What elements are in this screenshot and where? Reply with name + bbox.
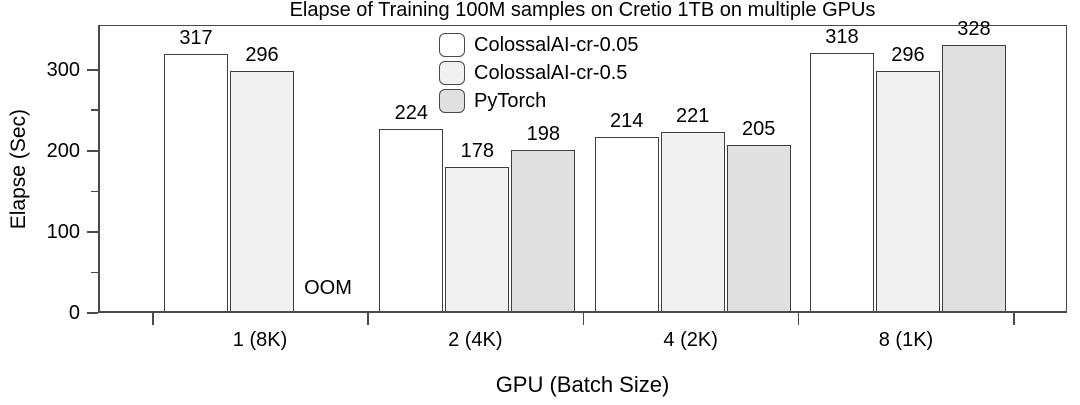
x-tick-label-2 (4K): 2 (4K): [448, 329, 503, 351]
legend-label: ColossalAI-cr-0.05: [474, 34, 639, 56]
y-tick-label: 100: [46, 220, 80, 243]
x-axis-tick: [1013, 313, 1015, 325]
y-axis-tick: [87, 312, 98, 314]
x-axis-tick: [797, 313, 800, 325]
legend-item: PyTorch: [439, 88, 639, 114]
bar-value-label: 178: [460, 139, 495, 162]
x-tick-label-4 (2K): 4 (2K): [663, 329, 718, 351]
y-axis-tick: [87, 230, 98, 233]
bar-value-label: 296: [891, 43, 925, 66]
legend-label: ColossalAI-cr-0.5: [474, 62, 628, 84]
x-axis-label: GPU (Batch Size): [495, 372, 670, 397]
bar-ColossalAI-cr-0.5-4 (2K): [660, 131, 725, 311]
bar-value-label: 296: [245, 43, 279, 66]
bar-value-label: 198: [526, 123, 561, 146]
y-axis-minor-tick: [91, 271, 98, 274]
legend-swatch-PyTorch: [439, 89, 465, 113]
bar-ColossalAI-cr-0.5-2 (4K): [445, 166, 510, 311]
missing-bar-label: OOM: [304, 277, 352, 299]
legend-item: ColossalAI-cr-0.5: [439, 60, 639, 86]
bar-value-label: 317: [179, 26, 213, 49]
legend-item: ColossalAI-cr-0.05: [439, 32, 639, 58]
bar-value-label: 214: [609, 110, 644, 133]
legend-label: PyTorch: [474, 90, 547, 112]
bar-ColossalAI-cr-0.05-2 (4K): [379, 129, 444, 311]
bar-PyTorch-8 (1K): [941, 44, 1006, 311]
plot-area: ColossalAI-cr-0.05 ColossalAI-cr-0.5 PyTor…: [98, 19, 1067, 313]
x-tick-label-1 (8K): 1 (8K): [232, 329, 288, 351]
bar-value-label: 221: [675, 104, 710, 127]
bar-ColossalAI-cr-0.05-4 (2K): [594, 137, 659, 311]
y-tick-label: 300: [46, 58, 80, 81]
y-axis-tick: [87, 68, 98, 71]
bar-value-label: 205: [741, 117, 776, 140]
x-axis-tick: [367, 313, 369, 325]
bar-PyTorch-2 (4K): [511, 150, 576, 311]
legend-swatch-ColossalAI-cr-0.5: [439, 61, 465, 85]
y-tick-label: 0: [68, 302, 80, 324]
bar-ColossalAI-cr-0.05-1 (8K): [164, 53, 228, 311]
y-tick-label: 200: [46, 139, 80, 162]
y-axis-tick: [87, 149, 98, 152]
bar-value-label: 224: [394, 102, 429, 125]
bar-PyTorch-4 (2K): [726, 144, 791, 311]
y-axis-label: Elapse (Sec): [7, 108, 30, 230]
bar-value-label: 318: [825, 26, 859, 49]
x-tick-label-8 (1K): 8 (1K): [878, 329, 934, 351]
legend: ColossalAI-cr-0.05 ColossalAI-cr-0.5 PyTor…: [439, 32, 639, 116]
chart-title: Elapse of Training 100M samples on Creti…: [289, 0, 876, 21]
bar-value-label: 328: [957, 17, 991, 40]
bar-ColossalAI-cr-0.5-1 (8K): [230, 70, 294, 311]
y-axis-minor-tick: [91, 190, 98, 193]
y-axis-minor-tick: [91, 109, 98, 111]
bar-ColossalAI-cr-0.5-8 (1K): [875, 70, 940, 311]
bar-ColossalAI-cr-0.05-8 (1K): [809, 53, 874, 311]
legend-swatch-ColossalAI-cr-0.05: [439, 33, 465, 57]
x-axis-tick: [582, 313, 585, 325]
x-axis-tick: [152, 313, 154, 325]
